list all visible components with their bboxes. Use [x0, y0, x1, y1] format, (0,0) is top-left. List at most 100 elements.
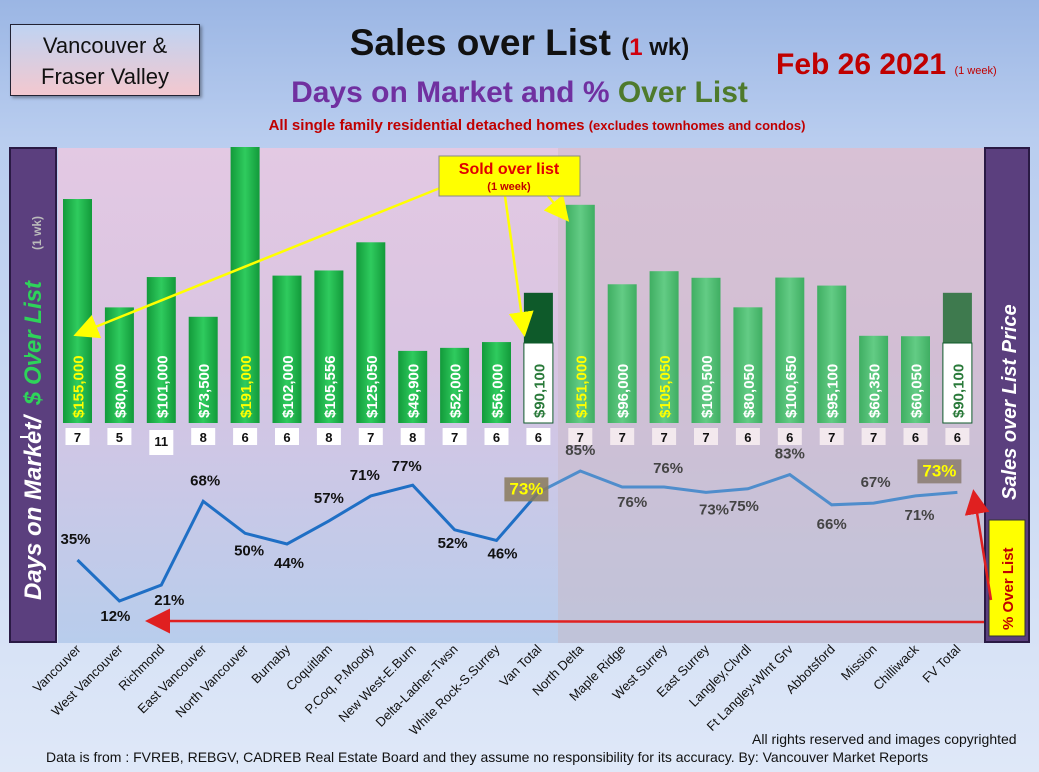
bar-label-15: $100,500	[699, 355, 716, 418]
bar-label-21: $90,100	[950, 364, 967, 418]
left-period-label: (1 wk)	[30, 216, 44, 250]
dom-box-11	[526, 428, 551, 445]
pct-label-17: 83%	[775, 446, 805, 463]
bar-label-9: $52,000	[448, 364, 465, 418]
bar-12	[565, 204, 595, 423]
sub-subtitle: All single family residential detached h…	[0, 117, 1039, 134]
bar-label-3: $73,500	[196, 364, 213, 418]
bar-label-7: $125,050	[364, 355, 381, 418]
dom-label-11: 6	[535, 430, 542, 445]
dom-label-16: 6	[744, 430, 751, 445]
dom-box-17	[777, 428, 802, 445]
bars-layer: $155,000 $80,000 $101,000 $73,500 $191,000 $1…	[63, 147, 973, 424]
dom-label-0: 7	[74, 430, 81, 445]
pct-label-13: 76%	[617, 494, 647, 511]
bar-label-8: $49,900	[406, 364, 423, 418]
pct-label-6: 57%	[314, 490, 344, 507]
bar-label-13: $96,000	[615, 364, 632, 418]
left-dollar-label: $ Over List	[20, 280, 47, 406]
dom-box-0	[65, 428, 90, 445]
bar-label-19: $60,350	[867, 364, 884, 418]
bar-14	[649, 271, 679, 423]
bar-21	[942, 292, 972, 343]
subtitle-b: Over List	[617, 76, 748, 109]
bar-label-10: $56,000	[490, 364, 507, 418]
dom-box-5	[275, 428, 299, 445]
bar-label-14: $105,050	[657, 355, 674, 418]
dom-box-4	[233, 428, 258, 445]
dom-box-12	[568, 428, 593, 445]
bar-8	[398, 350, 428, 423]
subsub-a: All single family residential detached h…	[268, 117, 589, 134]
bar-9	[440, 347, 470, 423]
region-box: Vancouver & Fraser Valley	[10, 24, 200, 96]
bar-label-20: $60,050	[909, 364, 926, 418]
dom-label-3: 8	[200, 430, 207, 445]
title-one: 1	[629, 34, 643, 61]
rights-text: All rights reserved and images copyright…	[752, 731, 1017, 747]
pct-total-box-11	[504, 477, 549, 502]
dom-box-13	[610, 428, 635, 445]
dom-label-19: 7	[870, 430, 877, 445]
pct-label-8: 77%	[392, 458, 422, 475]
bar-11	[523, 292, 553, 343]
pct-label-11: 73%	[509, 479, 543, 498]
footer-source: Data is from : FVREB, REBGV, CADREB Real…	[46, 749, 929, 765]
category-label-8: New West-E.Burn	[335, 642, 418, 725]
dom-box-8	[400, 428, 425, 445]
dom-label-10: 6	[493, 430, 500, 445]
bar-10	[482, 342, 511, 423]
dom-label-2: 11	[154, 434, 168, 449]
pct-label-12: 85%	[565, 442, 595, 459]
dom-label-1: 5	[116, 430, 123, 445]
category-label-21: FV Total	[919, 641, 963, 685]
dom-box-19	[861, 428, 886, 445]
pct-label-3: 68%	[190, 472, 220, 489]
title-text: Sales over List	[349, 22, 611, 63]
pct-label-9: 52%	[438, 535, 468, 552]
pct-label-box	[988, 519, 1026, 637]
bar-18	[817, 285, 847, 423]
dom-box-15	[694, 428, 718, 445]
right-panel-label: Sales over List Price	[999, 304, 1021, 500]
bar-5	[272, 275, 302, 423]
bar-label-1: $80,000	[112, 364, 129, 418]
dom-box-18	[819, 428, 844, 445]
pct-line-layer: 35% 12% 21% 68% 50% 44% 57% 71% 77% 52% 46% 73% 85% 7…	[60, 442, 962, 625]
bar-6	[314, 270, 344, 423]
title-wk: wk)	[642, 34, 690, 61]
pct-label-1: 12%	[100, 608, 130, 625]
dom-label-12: 7	[577, 430, 584, 445]
dom-label-9: 7	[451, 430, 458, 445]
bar-20	[901, 336, 930, 423]
date-note: (1 week)	[954, 65, 997, 77]
red-arrow-lowest	[145, 608, 985, 634]
pct-label-15: 73%	[699, 501, 729, 518]
dom-labels-layer: 7 5 11 8 6 6 8 7 8 7 6 6 7 7 7 7 6 6 7 7 6 6	[65, 428, 970, 455]
pct-line-fv	[537, 469, 958, 507]
bar-label-11: $90,100	[531, 364, 548, 418]
category-label-1: West Vancouver	[48, 641, 126, 719]
dom-label-14: 7	[660, 430, 667, 445]
bar-label-6: $105,556	[322, 355, 339, 418]
bar-label-5: $102,000	[280, 355, 297, 418]
dom-label-17: 6	[786, 430, 793, 445]
dom-box-3	[191, 428, 216, 445]
bar-label-0: $155,000	[71, 355, 88, 418]
bar-3	[188, 316, 218, 423]
category-label-19: Mission	[838, 642, 880, 684]
pct-label-text: % Over List	[1000, 547, 1017, 630]
pct-label-4: 50%	[234, 542, 264, 559]
left-days-label: Days on Market/	[20, 414, 47, 600]
dom-box-1	[107, 428, 132, 445]
red-arrow-fvtotal	[964, 489, 993, 601]
dom-box-7	[358, 428, 383, 445]
subtitle: Days on Market and % Over List	[0, 76, 1039, 110]
bar-13	[607, 284, 637, 423]
dom-label-15: 7	[702, 430, 709, 445]
bar-total-white-11	[523, 342, 554, 424]
page-title: Sales over List (1 wk)	[0, 22, 1039, 64]
pct-label-0: 35%	[60, 531, 90, 548]
pct-label-16: 75%	[729, 498, 759, 515]
